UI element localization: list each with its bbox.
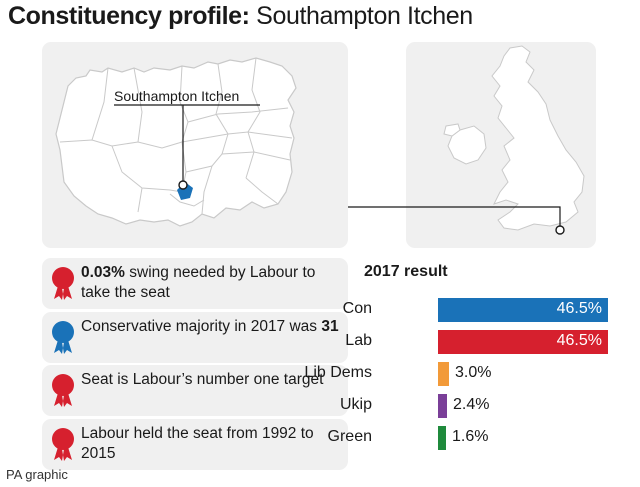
blue-rosette-icon [52,321,74,354]
party-label: Lab [345,332,372,349]
fact-text: Labour held the seat from 1992 to 2015 [81,425,314,462]
red-rosette-icon [52,267,74,300]
bar-row: Lab 46.5% [340,330,630,354]
page-title: Constituency profile: Southampton Itchen [8,2,473,31]
value-label: 3.0% [455,364,492,381]
bar-row: Con 46.5% [340,298,630,322]
bar [438,362,449,386]
fact-box-swing: 0.03% swing needed by Labour to take the… [42,258,348,309]
great-britain-map-icon [406,45,585,235]
bar-row: Ukip 2.4% [340,394,630,418]
party-label: Green [327,428,372,445]
uk-map-panel [406,42,596,248]
fact-box-target: Seat is Labour’s number one target [42,365,348,416]
fact-box-history: Labour held the seat from 1992 to 2015 [42,419,348,470]
fact-text: swing needed by Labour to take the seat [81,264,316,301]
red-rosette-icon [52,428,74,461]
hampshire-county-map-icon [55,57,297,227]
party-label: Con [342,300,372,317]
fact-bold: 31 [321,318,339,335]
party-label: Ukip [339,396,372,413]
fact-bold: 0.03% [81,264,125,281]
bar [438,394,447,418]
value-label: 1.6% [452,428,489,445]
region-map-panel [42,42,348,248]
title-bold: Constituency profile: [8,2,250,30]
bar [438,426,446,450]
uk-location-marker [555,225,565,235]
bar: 46.5% [438,330,608,354]
value-label: 46.5% [556,300,602,317]
location-marker [178,180,188,190]
red-rosette-icon [52,374,74,407]
bar-row: Green 1.6% [328,426,630,450]
value-label: 2.4% [453,396,490,413]
fact-text: Seat is Labour’s number one target [81,371,324,388]
fact-box-majority: Conservative majority in 2017 was 31 [42,312,348,363]
party-label: Lib Dems [304,364,372,381]
chart-title: 2017 result [364,263,448,280]
title-light: Southampton Itchen [256,2,473,30]
fact-text: Conservative majority in 2017 was [81,318,322,335]
constituency-map-label: Southampton Itchen [114,88,240,104]
credit: PA graphic [6,467,68,482]
bar-row: Lib Dems 3.0% [304,362,630,386]
bar: 46.5% [438,298,608,322]
value-label: 46.5% [556,332,602,349]
